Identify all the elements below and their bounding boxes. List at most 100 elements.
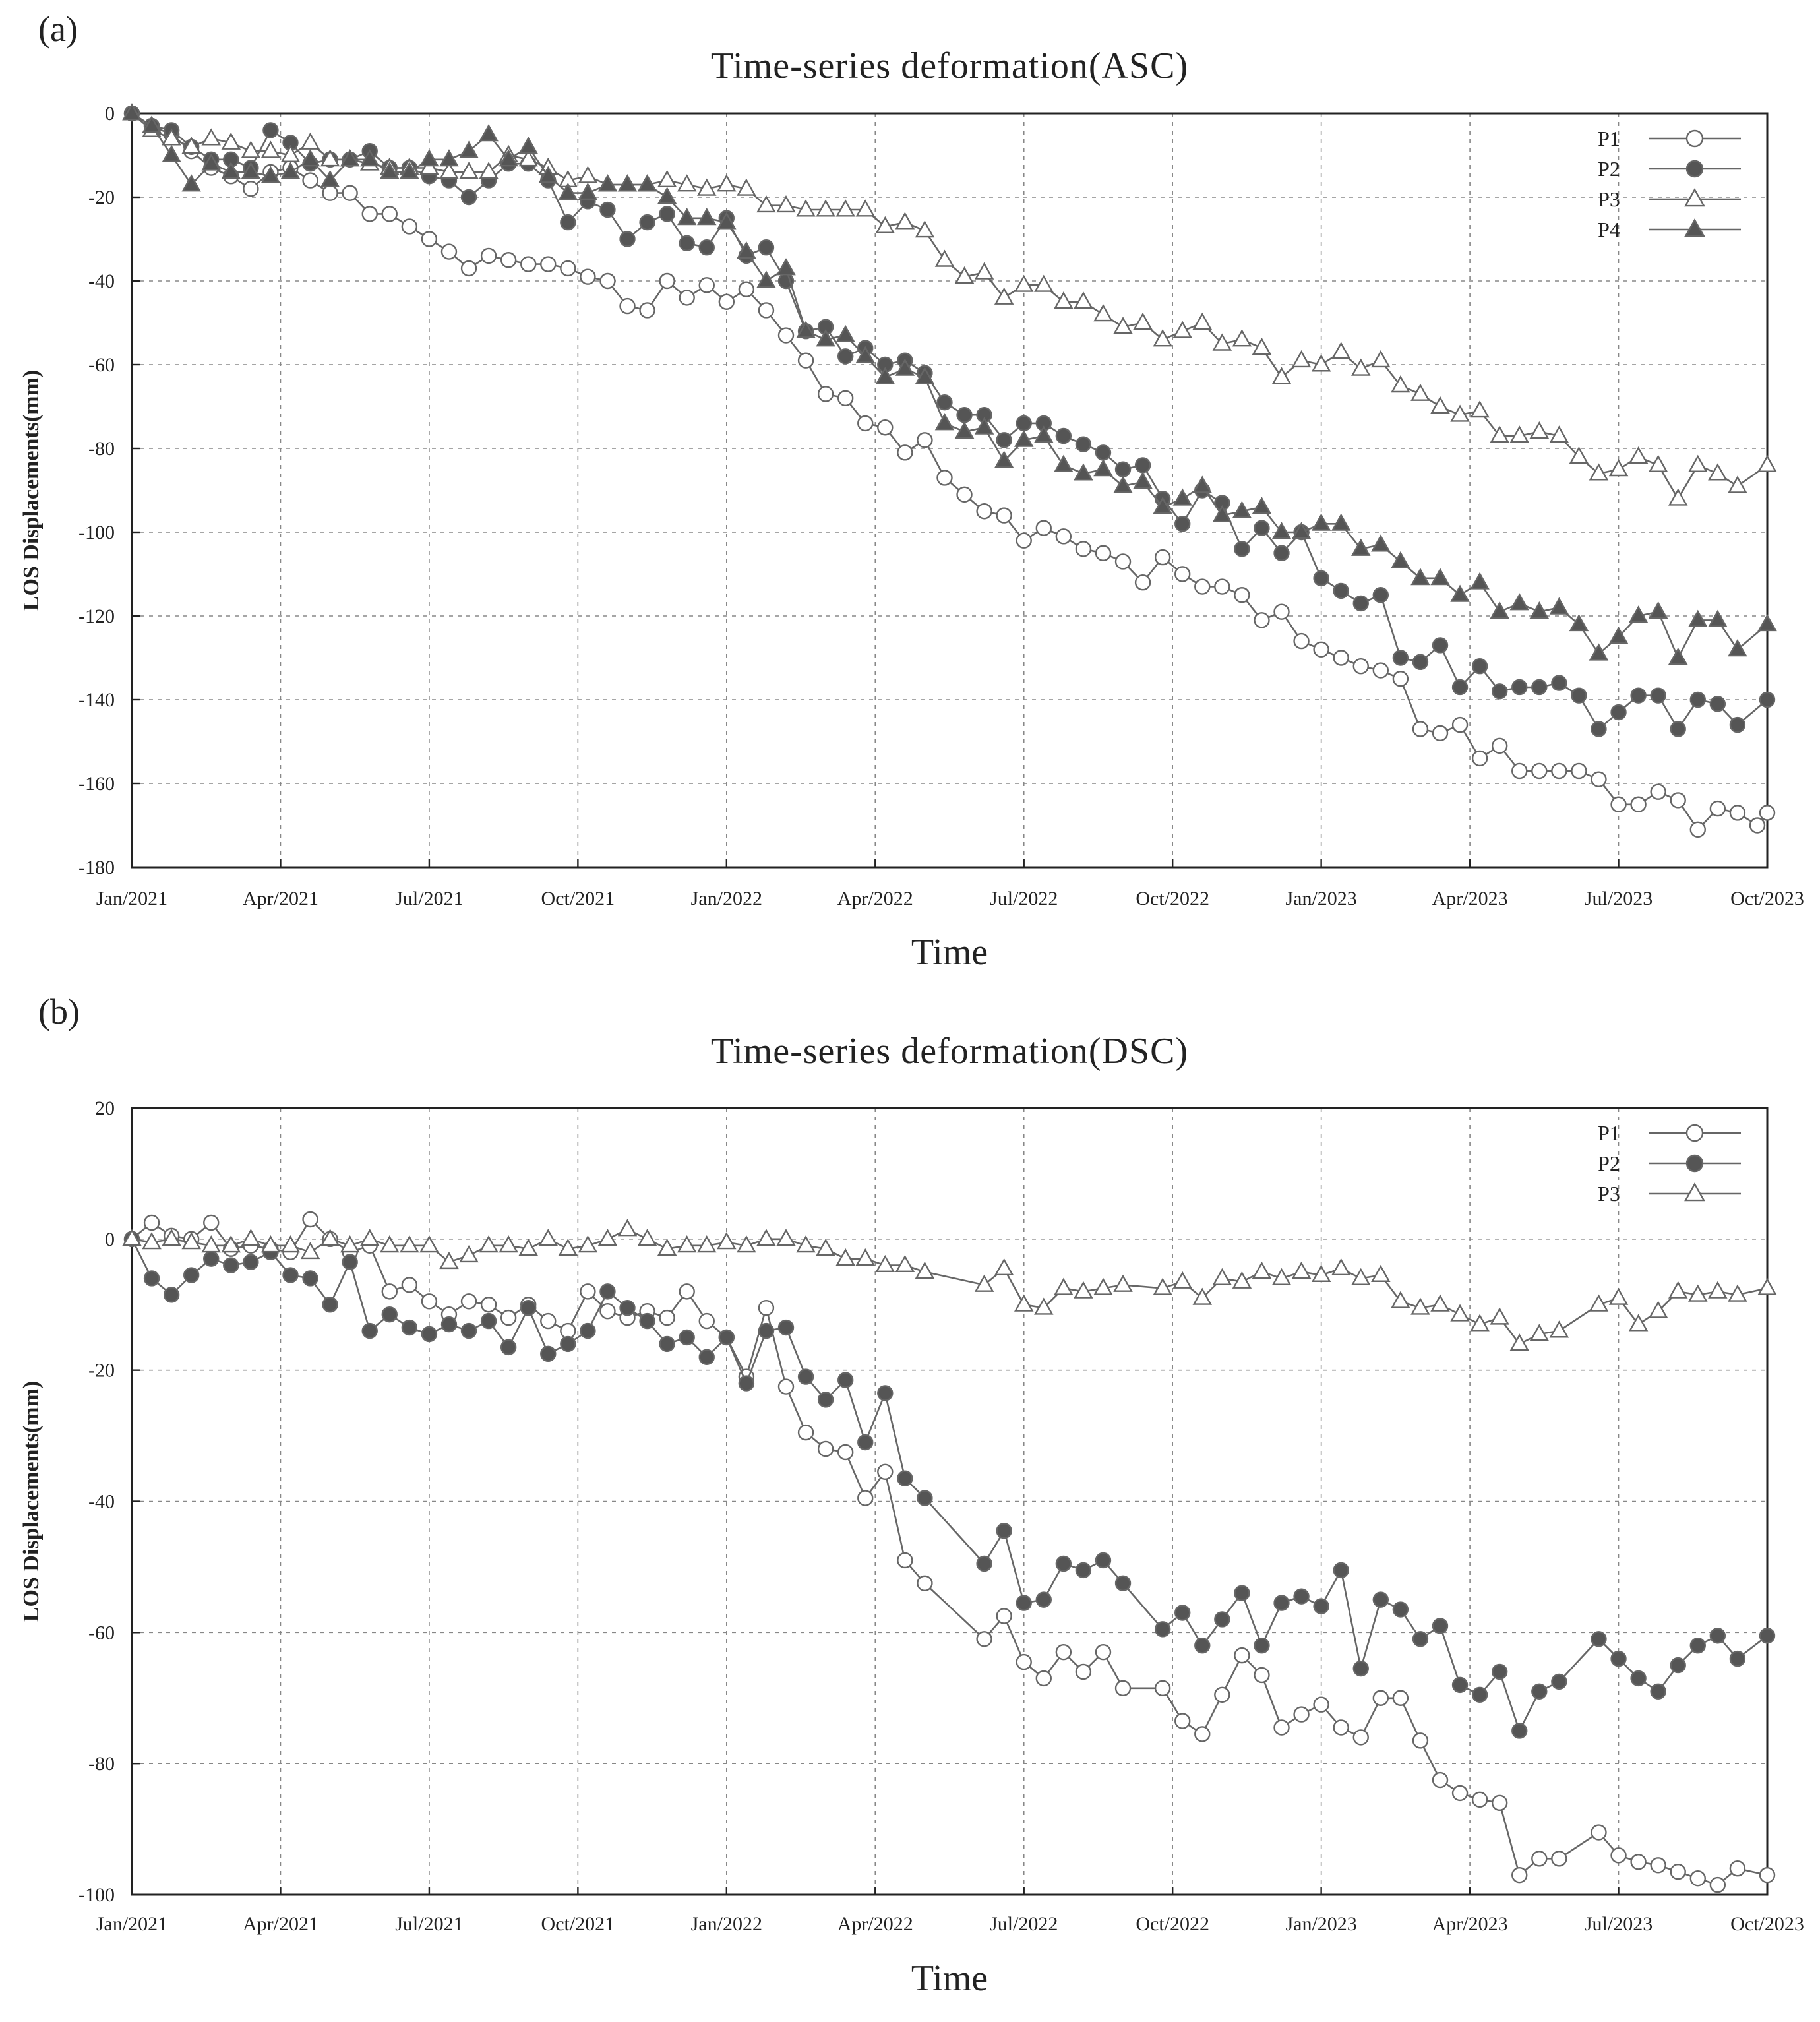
data-point-p1 [758,302,775,319]
data-point-p3 [181,1232,201,1250]
data-point-p2 [698,1349,715,1365]
data-point-p1 [897,1552,913,1569]
data-point-p1 [1709,800,1726,817]
data-point-p1 [1114,553,1132,570]
data-point-p2 [1313,1598,1329,1614]
data-point-p3 [855,1248,876,1266]
data-point-p2 [1016,415,1032,432]
data-point-p2 [1075,1562,1092,1579]
legend-label: P1 [1598,127,1620,150]
data-point-p3 [1271,1268,1292,1285]
data-point-p4 [241,162,261,179]
data-point-p1 [361,206,378,222]
data-point-p1 [1591,771,1607,787]
data-point-p1 [1372,1690,1389,1706]
data-point-p4 [181,174,201,192]
data-point-p3 [1371,350,1391,368]
data-point-p3 [617,1219,638,1237]
data-point-p2 [758,239,775,256]
data-point-p1 [1254,1667,1270,1684]
data-point-p2 [857,1434,874,1451]
data-point-p3 [1648,454,1668,472]
x-tick-label: Jan/2022 [691,1913,762,1935]
data-point-p3 [479,162,499,179]
data-point-p1 [1650,1857,1666,1874]
data-point-p4 [617,174,638,192]
data-point-p2 [1491,683,1508,700]
data-point-p2 [1591,1631,1607,1647]
y-tick-label: -20 [88,187,115,208]
data-point-p4 [776,258,796,276]
data-point-p3 [479,1235,499,1253]
data-point-p1 [1749,817,1766,834]
data-point-p2 [1075,436,1092,452]
data-point-p3 [974,262,994,280]
data-point-p2 [322,1297,338,1313]
y-axis-label: LOS Displacements(mm) [19,370,44,611]
data-point-p3 [1391,375,1410,393]
data-point-p3 [1470,400,1490,418]
data-point-p4 [1529,601,1550,619]
data-point-p3 [934,249,955,267]
data-point-p3 [1470,1314,1490,1332]
data-point-p1 [1650,783,1666,800]
data-point-p2 [996,432,1012,448]
x-tick-label: Jul/2021 [395,888,463,909]
data-point-p3 [1350,358,1371,376]
data-point-p2 [560,1335,576,1353]
data-point-p4 [142,115,162,133]
data-point-p4 [1192,475,1213,493]
data-point-p1 [679,1283,695,1300]
data-point-p2 [1689,691,1706,708]
data-point-p4 [1470,572,1490,590]
data-point-p2 [1095,444,1112,461]
data-point-p1 [1511,1866,1528,1884]
data-point-p1 [1491,737,1508,754]
data-point-p1 [1234,587,1250,603]
data-point-p1 [1095,545,1112,561]
data-point-p3 [1172,1271,1192,1289]
data-point-p3 [578,166,598,183]
data-point-p2 [1234,541,1250,557]
data-point-p2 [679,235,695,252]
data-point-p1 [1154,1680,1171,1697]
data-point-p1 [659,272,675,290]
data-point-p3 [221,1235,241,1253]
data-point-p3 [1192,312,1213,330]
data-point-p4 [359,149,380,167]
x-tick-label: Oct/2023 [1730,1913,1804,1935]
data-point-p4 [1569,613,1589,632]
data-point-p2 [1372,1591,1389,1608]
data-point-p2 [1670,1657,1686,1674]
y-tick-label: -40 [88,270,115,292]
data-point-p1 [342,185,358,201]
data-point-p3 [677,174,697,192]
data-point-p1 [976,1631,992,1647]
data-point-p1 [480,247,497,264]
data-point-p2 [639,1312,655,1330]
data-point-p1 [1729,1860,1746,1877]
data-point-p1 [1451,716,1469,733]
data-point-p2 [500,1339,517,1356]
data-point-p1 [1591,1824,1607,1841]
data-point-p2 [1689,1638,1706,1654]
data-point-p1 [877,1463,894,1480]
x-tick-label: Jul/2021 [395,1913,463,1935]
series-p4 [122,103,1777,665]
data-point-p2 [282,1267,299,1283]
data-point-p2 [1610,704,1627,721]
data-point-p3 [320,1229,340,1246]
data-point-p1 [897,444,913,461]
data-point-p2 [1451,1676,1469,1694]
data-point-p1 [1293,1706,1310,1723]
data-point-p1 [917,1575,933,1591]
data-point-p2 [1630,1670,1647,1687]
data-point-p4 [1133,472,1153,489]
x-tick-label: Jul/2022 [990,888,1058,909]
data-point-p4 [717,212,737,230]
data-point-p4 [459,140,479,158]
data-point-p4 [835,324,855,342]
data-point-p2 [401,1319,418,1336]
data-point-p1 [1055,1643,1072,1661]
data-point-p1 [1194,578,1211,595]
